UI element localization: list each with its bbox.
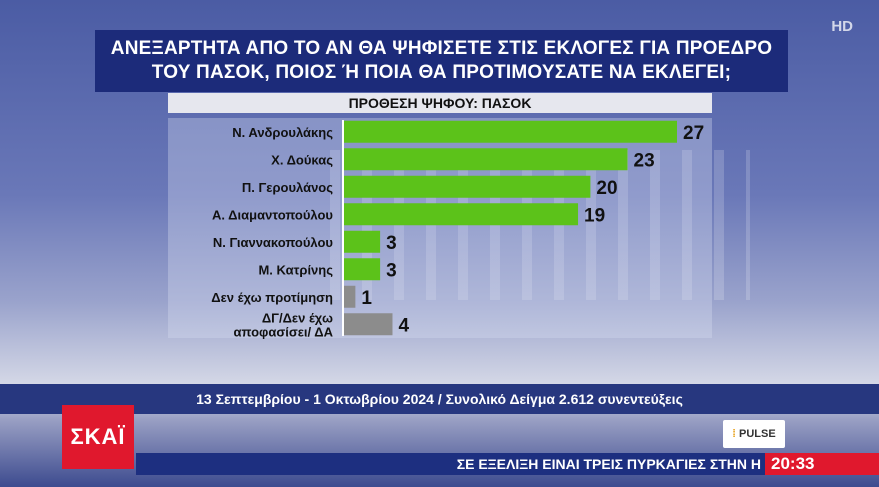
category-label-line: Χ. Δούκας [271, 152, 333, 167]
pulse-mark-icon: ⁞ [732, 428, 740, 440]
category-label-line: Π. Γερουλάνος [242, 180, 333, 195]
category-label-line: Μ. Κατρίνης [258, 262, 333, 277]
channel-logo: ΣΚΑΪ [62, 405, 134, 469]
data-label: 3 [386, 233, 397, 254]
category-label: Μ. Κατρίνης [258, 262, 333, 277]
category-label-line: Δεν έχω προτίμηση [211, 290, 333, 305]
data-label: 4 [398, 315, 409, 336]
category-label-line: ΔΓ/Δεν έχω [262, 310, 333, 325]
category-label: Ν. Ανδρουλάκης [232, 125, 333, 140]
category-label: Α. Διαμαντοπούλου [212, 207, 333, 222]
survey-info-bar: 13 Σεπτεμβρίου - 1 Οκτωβρίου 2024 / Συνο… [0, 384, 879, 414]
chart-title: ΑΝΕΞΑΡΤΗΤΑ ΑΠΟ ΤΟ ΑΝ ΘΑ ΨΗΦΙΣΕΤΕ ΣΤΙΣ ΕΚ… [95, 30, 788, 92]
category-label-line: Ν. Ανδρουλάκης [232, 125, 333, 140]
pollster-logo-text: PULSE [739, 428, 776, 440]
category-label: Π. Γερουλάνος [242, 180, 333, 195]
data-label: 27 [683, 123, 704, 144]
bar [343, 230, 381, 253]
bar [343, 175, 591, 198]
category-label: Χ. Δούκας [271, 152, 333, 167]
news-ticker: ΣΕ ΕΞΕΛΙΞΗ ΕΙΝΑΙ ΤΡΕΙΣ ΠΥΡΚΑΓΙΕΣ ΣΤΗΝ Η [136, 453, 765, 475]
category-label: Ν. Γιαννακοπούλου [213, 235, 334, 250]
category-label-line: Α. Διαμαντοπούλου [212, 207, 333, 222]
bar [343, 313, 393, 336]
bar [343, 203, 579, 226]
bar [343, 258, 381, 281]
pollster-logo: ⁞ PULSE [723, 420, 785, 448]
data-label: 3 [386, 260, 397, 281]
bar [343, 148, 628, 171]
clock: 20:33 [765, 453, 879, 475]
bar [343, 120, 677, 143]
category-label: Δεν έχω προτίμηση [211, 290, 333, 305]
data-label: 19 [584, 205, 605, 226]
chart-title-line-2: ΤΟΥ ΠΑΣΟΚ, ΠΟΙΟΣ Ή ΠΟΙΑ ΘΑ ΠΡΟΤΙΜΟΥΣΑΤΕ … [151, 62, 732, 83]
chart-subtitle: ΠΡΟΘΕΣΗ ΨΗΦΟΥ: ΠΑΣΟΚ [168, 93, 712, 113]
data-label: 23 [634, 150, 655, 171]
category-label-line: Ν. Γιαννακοπούλου [213, 235, 334, 250]
data-label: 1 [361, 288, 372, 309]
category-label-line: αποφασίσει/ ΔΑ [234, 324, 334, 339]
category-label: ΔΓ/Δεν έχω αποφασίσει/ ΔΑ [234, 310, 334, 339]
data-label: 20 [596, 178, 617, 199]
chart-title-line-1: ΑΝΕΞΑΡΤΗΤΑ ΑΠΟ ΤΟ ΑΝ ΘΑ ΨΗΦΙΣΕΤΕ ΣΤΙΣ ΕΚ… [110, 38, 773, 59]
bar [343, 285, 356, 308]
hd-badge: HD [831, 18, 853, 35]
